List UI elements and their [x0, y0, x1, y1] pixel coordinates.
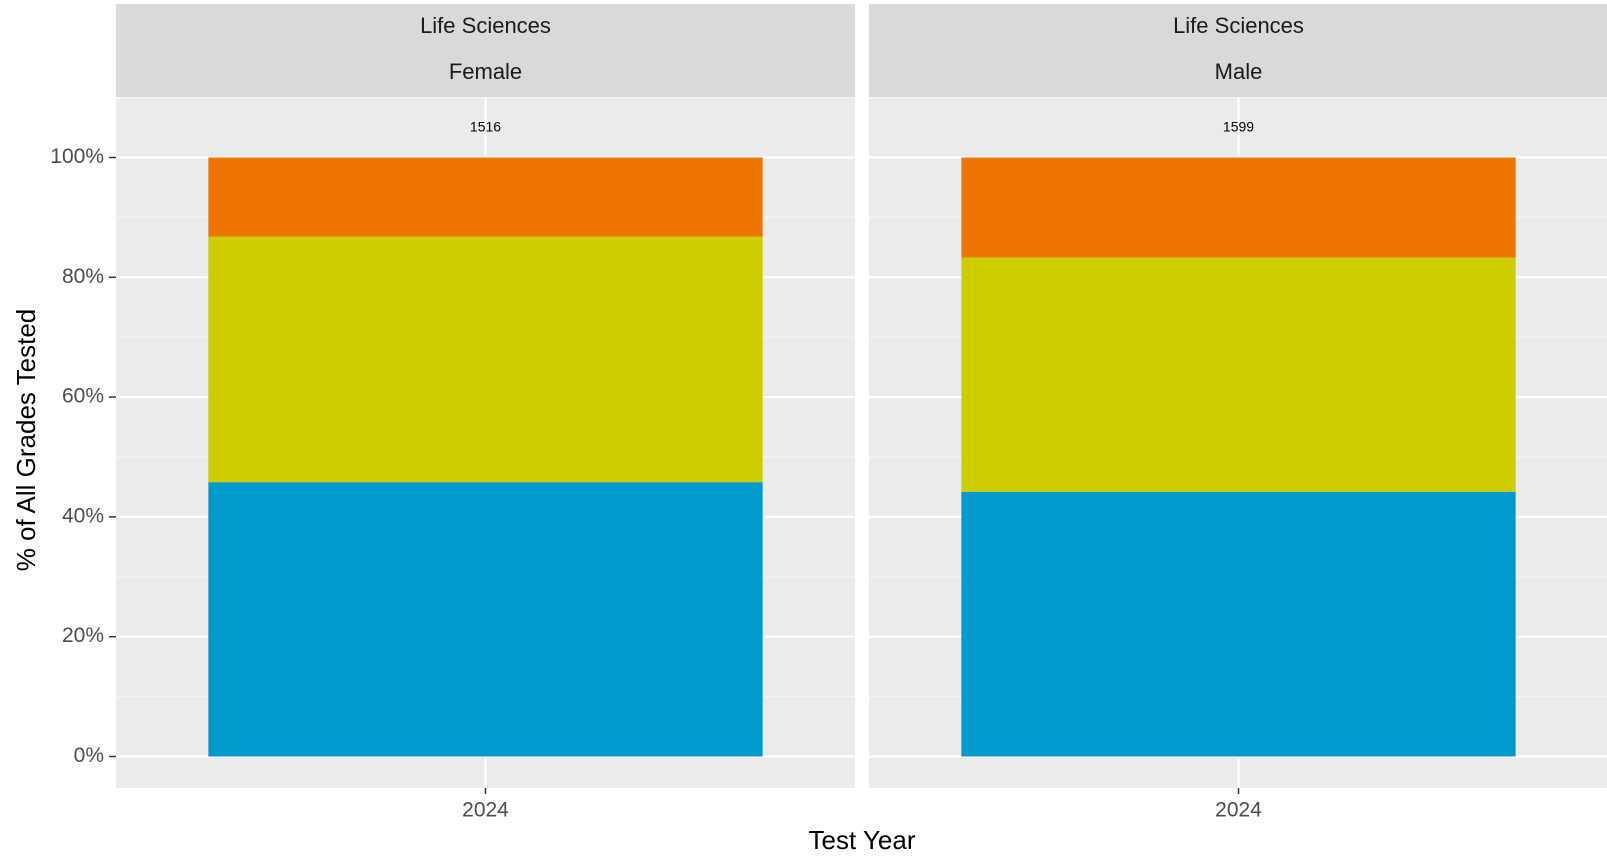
facet-strip-label: Male — [1215, 59, 1263, 84]
facet-strip — [869, 4, 1607, 97]
bar-count-label: 1599 — [1223, 119, 1254, 135]
facet-strip-label: Life Sciences — [420, 13, 551, 38]
facet-strip-label: Life Sciences — [1173, 13, 1304, 38]
y-tick-label: 100% — [50, 145, 104, 168]
y-tick-label: 60% — [62, 385, 104, 408]
bar-segment — [961, 491, 1516, 757]
y-axis: 0% 20% 40% 60% 80% 100% — [50, 145, 116, 767]
bar-segment — [208, 236, 763, 483]
facet-strip-label: Female — [449, 59, 522, 84]
y-tick-label: 40% — [62, 504, 104, 527]
facet-strip — [116, 4, 855, 97]
x-axis-title: Test Year — [809, 825, 916, 855]
x-tick-label: 2024 — [1215, 799, 1262, 822]
y-tick-label: 80% — [62, 265, 104, 288]
bar-count-label: 1516 — [470, 119, 501, 135]
bar-segment — [961, 157, 1516, 258]
bar-segment — [208, 482, 763, 757]
bar-segment — [961, 257, 1516, 492]
y-tick-label: 20% — [62, 624, 104, 647]
panel-1: Life Sciences Female 1516 2024 — [116, 4, 855, 822]
x-tick-label: 2024 — [462, 799, 509, 822]
bar-segment — [208, 157, 763, 237]
panel-2: Life Sciences Male 1599 2024 — [869, 4, 1607, 822]
y-axis-title: % of All Grades Tested — [11, 309, 41, 572]
y-tick-label: 0% — [74, 744, 104, 767]
